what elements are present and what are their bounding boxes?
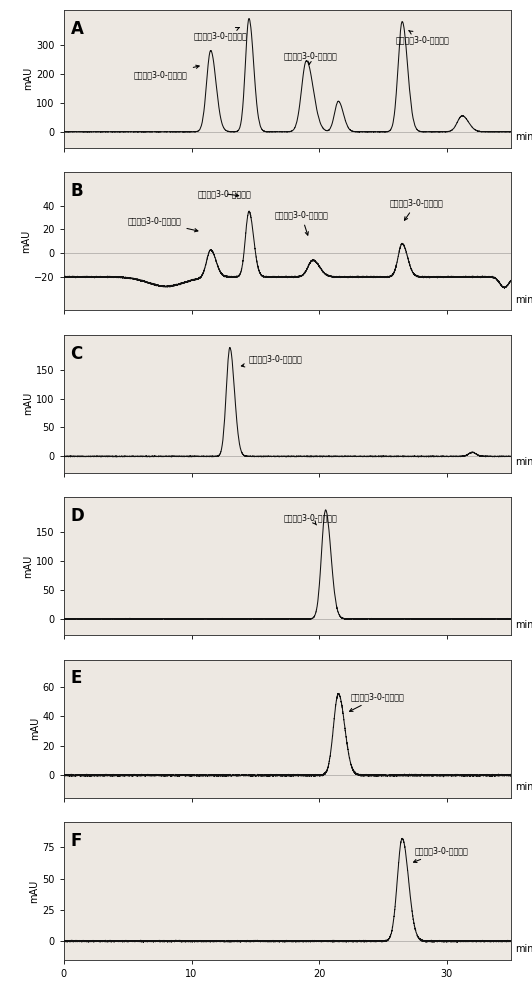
Text: min: min [515,132,532,142]
Y-axis label: mAU: mAU [30,880,39,903]
Text: F: F [71,832,82,850]
Y-axis label: mAU: mAU [23,67,34,90]
Text: A: A [71,20,84,38]
Text: B: B [71,182,83,200]
Text: C: C [71,345,83,363]
Text: min: min [515,457,532,467]
Text: 矢车菊細3-0-葡萄糖苷: 矢车菊細3-0-葡萄糖苷 [350,692,405,711]
Text: min: min [515,782,532,792]
Text: min: min [515,620,532,630]
Text: E: E [71,669,82,687]
Y-axis label: mAU: mAU [21,230,31,253]
Text: min: min [515,944,532,954]
Text: 飞燕草細3-0-葡萄糖苷: 飞燕草細3-0-葡萄糖苷 [242,355,303,367]
Text: D: D [71,507,84,525]
Text: 矢车菊細3-0-芸香糖苷: 矢车菊細3-0-芸香糖苷 [396,31,450,44]
Text: 飞燕草細3-0-芸香糖苷: 飞燕草細3-0-芸香糖苷 [198,189,252,198]
Y-axis label: mAU: mAU [30,717,40,740]
Text: 飞燕草細3-0-葡萄糖苷: 飞燕草細3-0-葡萄糖苷 [134,65,199,80]
Text: 矢车菊細3-0-芸香糖苷: 矢车菊細3-0-芸香糖苷 [389,199,443,220]
Text: 飞燕草細3-0-芸香糖苷: 飞燕草細3-0-芸香糖苷 [284,513,337,525]
Text: 矢车菊細3-0-芸香糖苷: 矢车菊細3-0-芸香糖苷 [413,847,469,863]
Y-axis label: mAU: mAU [23,392,34,415]
Y-axis label: mAU: mAU [23,555,34,578]
Text: 矢车菊細3-0-葡萄糖苷: 矢车菊細3-0-葡萄糖苷 [284,51,337,64]
Text: min: min [515,295,532,305]
Text: 矢车菊細3-0-葡萄糖苷: 矢车菊細3-0-葡萄糖苷 [275,211,328,235]
Text: 飞燕草細3-0-芸香糖苷: 飞燕草細3-0-芸香糖苷 [194,27,248,41]
Text: 飞燕草細3-0-葡萄糖苷: 飞燕草細3-0-葡萄糖苷 [128,217,198,232]
